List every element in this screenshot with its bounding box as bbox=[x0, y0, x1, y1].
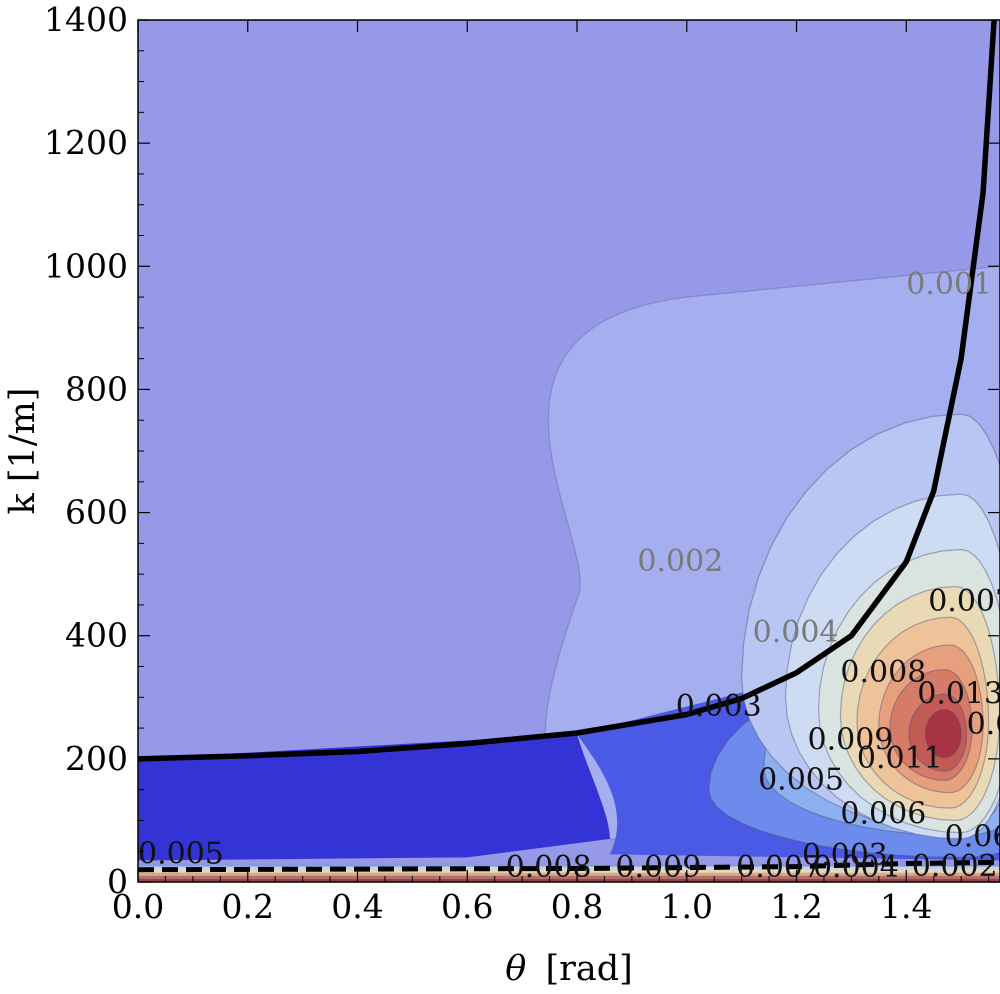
x-tick-label: 0.4 bbox=[331, 887, 383, 926]
contour-label: 0.005 bbox=[758, 763, 844, 798]
contour-label: 0.06 bbox=[945, 819, 1000, 854]
contour-region-lower-dark bbox=[138, 734, 610, 861]
contour-strip-band-2 bbox=[138, 869, 1000, 874]
x-axis: 0.0 0.2 0.4 0.6 0.8 1.0 1.2 1.4 bbox=[112, 20, 990, 926]
x-tick-label: 1.2 bbox=[770, 887, 822, 926]
y-tick-label: 0 bbox=[107, 862, 128, 901]
contour-strip-band-1 bbox=[138, 866, 1000, 871]
x-tick-label: 0.8 bbox=[551, 887, 603, 926]
contour-strip-band-5 bbox=[138, 878, 1000, 882]
y-axis-title: k [1/m] bbox=[3, 388, 43, 515]
contour-label: 0.005 bbox=[138, 837, 224, 872]
y-tick-label: 600 bbox=[65, 493, 128, 532]
y-tick-label: 400 bbox=[65, 616, 128, 655]
contour-label: 0.001 bbox=[906, 267, 992, 302]
contour-label: 0.007 bbox=[736, 850, 822, 885]
y-tick-label: 1200 bbox=[44, 123, 128, 162]
solid-curve bbox=[138, 20, 997, 762]
contour-label: 0.006 bbox=[840, 797, 926, 832]
contour-label: 0.002 bbox=[637, 544, 723, 579]
contour-label: 0.011 bbox=[857, 741, 943, 776]
contour-region-0-013 bbox=[924, 708, 962, 759]
y-tick-label: 800 bbox=[65, 369, 128, 408]
contour-fill-layer bbox=[138, 20, 1000, 882]
contour-label: 0.003 bbox=[802, 838, 888, 873]
x-tick-label: 1.4 bbox=[880, 887, 932, 926]
x-axis-title: θ [rad] bbox=[505, 949, 633, 989]
contour-label: 0.008 bbox=[840, 655, 926, 690]
contour-label: 0.009 bbox=[807, 723, 893, 758]
curve-layer bbox=[138, 20, 1000, 873]
contour-label: 0.004 bbox=[813, 850, 899, 885]
contour-strip-band-4 bbox=[138, 875, 1000, 880]
x-tick-label: 1.0 bbox=[661, 887, 713, 926]
contour-strip-band-3 bbox=[138, 872, 1000, 877]
y-tick-label: 1400 bbox=[44, 0, 128, 39]
y-tick-label: 200 bbox=[65, 739, 128, 778]
contour-strip-band-0 bbox=[138, 863, 1000, 868]
x-tick-label: 0.6 bbox=[441, 887, 493, 926]
contour-label: 0.009 bbox=[615, 850, 701, 885]
x-tick-label: 0.0 bbox=[112, 887, 164, 926]
contour-label: 0.008 bbox=[506, 850, 592, 885]
x-axis-title-unit: [rad] bbox=[545, 949, 632, 989]
y-axis: 0 200 400 600 800 1000 1200 1400 bbox=[44, 0, 1000, 901]
contour-label: 0.004 bbox=[753, 615, 839, 650]
dashed-curve bbox=[138, 859, 1000, 873]
contour-label: 0.013 bbox=[917, 676, 1000, 711]
contour-label: 0.007 bbox=[928, 584, 1000, 619]
y-tick-label: 1000 bbox=[44, 246, 128, 285]
x-axis-title-symbol: θ bbox=[505, 949, 526, 989]
x-tick-label: 0.2 bbox=[222, 887, 274, 926]
contour-label: 0.003 bbox=[676, 689, 762, 724]
contour-label: 0.0 bbox=[967, 707, 1000, 742]
contour-label: 0.002 bbox=[912, 849, 998, 884]
